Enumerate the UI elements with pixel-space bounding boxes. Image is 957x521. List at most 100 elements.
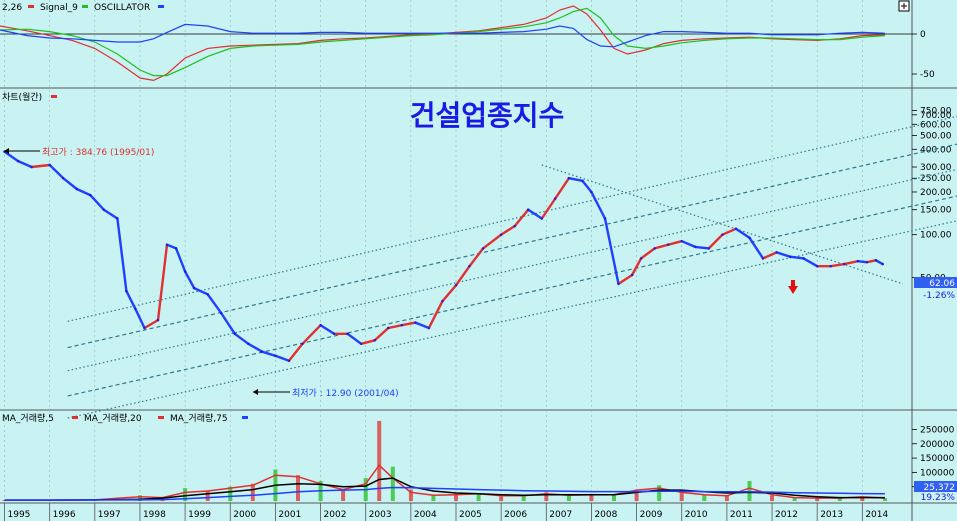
price-point-36 [468,265,471,268]
price-point-10 [134,307,137,311]
price-point-64 [843,262,846,266]
price-point-43 [567,177,571,180]
x-tick-label-2002: 2002 [324,510,347,520]
price-segment-28 [346,332,363,345]
volume-legend-swatch-2 [242,416,248,419]
price-point-13 [165,243,169,246]
trend-line-4 [67,220,957,419]
x-axis: 1995 1996 1997 1998 1999 2000 2001 2002 2003 2004… [4,503,889,521]
price-y-label-9: 100.00 [920,231,952,241]
price-segment-55 [707,233,724,250]
price-segment-20 [233,332,250,345]
macd-legend-swatch-0 [28,5,34,8]
price-segment-61 [788,255,805,260]
price-segment-68 [874,259,884,266]
x-tick-label-2003: 2003 [369,510,392,520]
price-point-39 [513,224,516,228]
price-point-24 [301,342,304,345]
low-annotation: 최저가 : 12.90 (2001/04) [253,388,399,399]
x-tick-label-1999: 1999 [188,510,211,520]
price-point-38 [499,233,503,236]
price-segment-6 [75,187,92,197]
price-segment-49 [630,257,643,277]
volume-bar-6 [205,491,210,501]
price-legend-swatch [51,95,57,98]
price-segment-15 [174,247,187,273]
price-point-21 [260,350,264,353]
price-y-label-5: 300.00 [920,163,952,173]
price-segment-38 [481,233,503,250]
volume-y-label-1: 200000 [920,440,955,450]
volume-last-badge: 25,372 19.23% [914,481,957,503]
x-tick-label-2001: 2001 [278,510,301,520]
macd-legend-label-1: Signal_9 [40,3,78,13]
x-tick-label-2005: 2005 [459,510,482,520]
volume-bar-22 [544,492,549,501]
price-segment-19 [219,311,237,335]
price-y-label-7: 200.00 [920,188,952,198]
price-segment-47 [603,217,620,286]
price-y-label-8: 150.00 [920,206,952,216]
volume-bar-28 [679,492,684,501]
price-point-9 [125,289,128,293]
price-segment-9 [116,217,128,293]
price-point-32 [414,321,417,324]
x-tick-label-2012: 2012 [775,510,798,520]
macd-series-0 [0,5,885,82]
vertical-gridlines [4,0,863,503]
volume-bar-33 [792,498,797,501]
volume-bar-30 [724,495,729,501]
volume-bar-36 [860,496,865,501]
price-segment-52 [667,239,683,246]
macd-legend-swatch-2 [158,5,164,8]
price-point-61 [802,257,805,260]
price-segment-50 [639,247,656,260]
price-segment-12 [143,318,160,330]
price-segment-32 [400,321,417,327]
price-segment-41 [527,208,543,220]
volume-bar-18 [454,493,458,501]
high-annotation: 최고가 : 384.76 (1995/01) [4,147,154,158]
low-annotation-text: 최저가 : 12.90 (2001/04) [292,388,399,399]
volume-bar-16 [408,489,413,501]
price-legend: 차트(월간) [2,91,57,103]
volume-bar-3 [138,495,142,501]
price-point-5 [75,187,79,191]
price-segment-33 [414,321,431,330]
x-tick-label-2000: 2000 [233,510,256,520]
price-segment-21 [247,342,264,353]
price-point-7 [102,208,106,211]
price-segment-42 [540,197,557,220]
price-point-40 [527,208,530,211]
price-point-16 [192,286,196,290]
volume-bar-23 [566,495,571,501]
panel-toggle-button[interactable] [898,0,910,12]
price-point-25 [319,324,322,327]
volume-last-value: 25,372 [924,483,956,493]
price-point-4 [62,177,65,180]
volume-bar-25 [612,494,616,501]
price-segment-53 [680,239,697,249]
x-tick-label-2014: 2014 [865,510,888,520]
volume-y-label-0: 250000 [920,425,955,435]
price-segment-3 [30,163,51,169]
volume-bar-21 [521,495,526,501]
price-point-42 [554,197,557,200]
volume-bar-24 [589,493,594,501]
price-segment-57 [734,227,751,240]
volume-bar-10 [296,475,300,501]
price-point-22 [274,354,277,357]
price-point-12 [156,318,160,322]
price-point-51 [667,243,670,246]
high-annotation-text: 최고가 : 384.76 (1995/01) [42,147,154,158]
macd-legend: 2,26 Signal_9 OSCILLATOR [2,3,164,13]
price-point-37 [481,247,485,250]
price-segment-54 [694,245,710,250]
price-segment-43 [554,176,571,200]
volume-legend-swatch-0 [72,416,78,419]
price-segment-8 [102,208,119,220]
price-point-26 [332,332,336,335]
